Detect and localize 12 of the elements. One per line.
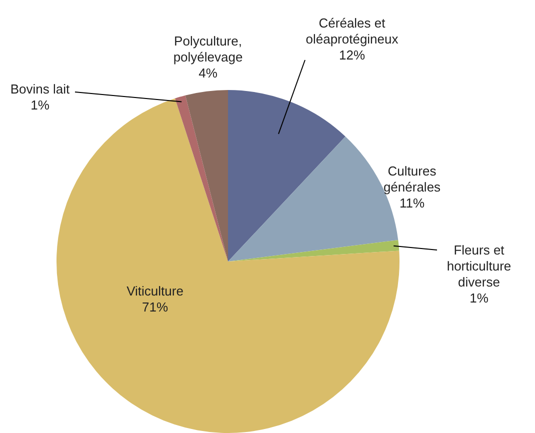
data-label: 12% [338,48,366,63]
data-label: 1% [30,98,50,113]
slice-label: Cultures générales [383,164,442,195]
slice-label: Fleurs et horticulture diverse [446,242,512,290]
data-label: 11% [399,196,425,211]
slice-label: Polyculture, polyélevage [173,34,243,65]
slice-label: Bovins lait [10,82,70,97]
data-label: 71% [142,300,168,315]
slice-label: Céréales et oléaprotégineux [306,16,399,47]
data-label: 1% [470,290,489,306]
data-label: 4% [198,66,218,81]
slice-label: Viticulture [126,284,184,299]
